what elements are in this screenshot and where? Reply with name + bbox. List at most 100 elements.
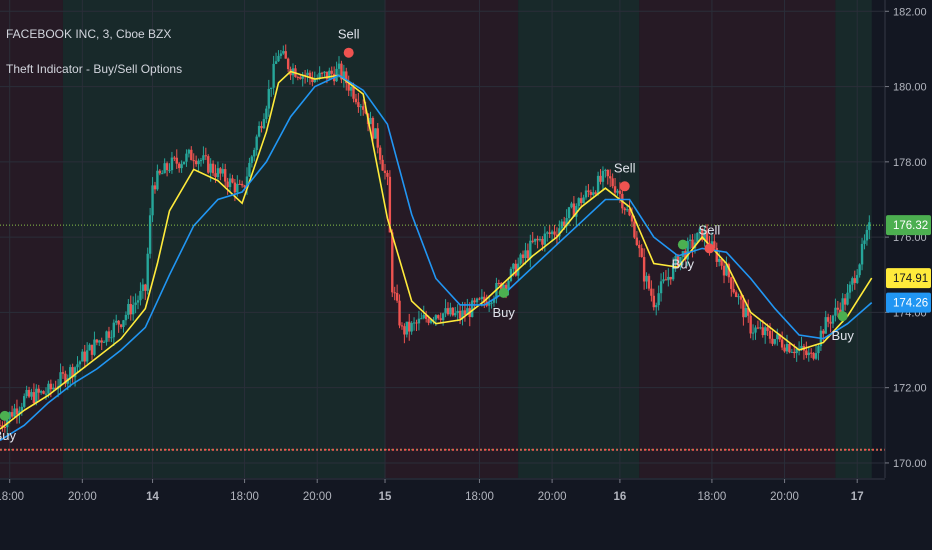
candle-body xyxy=(524,250,527,259)
candle-body xyxy=(320,72,324,74)
candle-body xyxy=(829,321,832,324)
candle-body xyxy=(713,241,716,249)
candle-body xyxy=(599,175,602,182)
candle-body xyxy=(296,76,300,78)
candle-body xyxy=(555,234,559,237)
candle-body xyxy=(345,71,348,84)
candle-body xyxy=(507,280,510,290)
candle-body xyxy=(635,237,639,245)
candle-body xyxy=(15,408,19,415)
candle-body xyxy=(240,183,244,186)
candle-body xyxy=(865,229,869,241)
candle-body xyxy=(47,383,50,394)
candle-body xyxy=(630,215,634,222)
candle-body xyxy=(822,330,825,334)
candle-body xyxy=(754,327,757,333)
candle-body xyxy=(582,197,585,204)
time-axis[interactable]: 18:00 20:00 14 18:00 20:00 15 18:00 20:00 16 18:0… xyxy=(0,478,932,550)
candle-body xyxy=(768,330,772,339)
candle-body xyxy=(52,387,55,390)
candle-body xyxy=(410,323,413,332)
candle-body xyxy=(231,178,234,183)
candle-body xyxy=(805,350,808,356)
candle-body xyxy=(141,284,145,291)
candle-body xyxy=(669,276,672,280)
candle-body xyxy=(383,170,387,173)
candle-body xyxy=(737,296,740,298)
candle-body xyxy=(734,292,738,298)
candle-body xyxy=(223,169,227,182)
candle-body xyxy=(860,243,864,265)
candle-body xyxy=(809,352,813,354)
candle-body xyxy=(826,317,830,322)
slow-ma-line xyxy=(0,74,873,442)
candle-body xyxy=(793,351,796,354)
candle-body xyxy=(667,276,670,281)
candle-body xyxy=(83,351,86,362)
candle-body xyxy=(233,182,237,193)
candle-body xyxy=(783,347,786,352)
candle-body xyxy=(209,163,212,173)
candle-body xyxy=(420,318,423,320)
candle-body xyxy=(727,264,731,278)
candle-body xyxy=(594,192,597,194)
candle-body xyxy=(395,292,399,301)
time-tick-label: 18:00 xyxy=(0,491,24,503)
candle-body xyxy=(388,176,392,233)
candle-body xyxy=(146,253,149,291)
candle-body xyxy=(349,86,353,91)
candle-body xyxy=(267,88,270,109)
last-price-label: 176.32 xyxy=(893,220,928,232)
candle-body xyxy=(364,109,367,114)
candle-body xyxy=(272,63,275,88)
sell-signal-marker xyxy=(343,47,354,58)
candle-body xyxy=(703,232,706,241)
candle-body xyxy=(156,170,159,190)
candle-body xyxy=(313,79,316,83)
candle-body xyxy=(27,389,31,397)
candle-body xyxy=(0,425,2,427)
candle-body xyxy=(238,183,241,185)
price-axis[interactable]: 182.00180.00178.00176.00174.00172.00170.… xyxy=(884,0,932,550)
candle-body xyxy=(23,396,26,407)
symbol-legend[interactable]: FACEBOOK INC, 3, Cboe BZX xyxy=(6,27,172,41)
candle-body xyxy=(37,388,40,393)
candle-body xyxy=(623,208,626,211)
candle-body xyxy=(834,307,837,316)
candle-body xyxy=(546,232,549,234)
candle-body xyxy=(604,169,607,171)
candle-body xyxy=(771,338,774,344)
buy-signal-marker xyxy=(0,410,10,421)
candle-body xyxy=(473,300,476,303)
candle-body xyxy=(136,300,140,303)
candle-body xyxy=(119,324,123,327)
candle-body xyxy=(747,308,750,316)
slow-price-label: 174.26 xyxy=(893,298,928,310)
sell-signal-label: Sell xyxy=(614,160,636,175)
candle-body xyxy=(386,172,389,177)
indicator-legend[interactable]: Theft Indicator - Buy/Sell Options xyxy=(6,62,183,76)
candle-body xyxy=(463,310,467,315)
candle-body xyxy=(134,302,137,305)
price-tick-label: 170.00 xyxy=(893,458,927,470)
candle-body xyxy=(32,392,36,404)
candle-body xyxy=(25,389,28,397)
candle-body xyxy=(286,58,290,70)
candle-body xyxy=(720,258,723,266)
candle-body xyxy=(483,296,486,302)
candle-body xyxy=(470,300,474,317)
candle-body xyxy=(831,315,835,324)
candle-body xyxy=(369,117,372,125)
candle-body xyxy=(601,170,605,182)
candle-body xyxy=(475,298,479,303)
candle-body xyxy=(514,263,517,276)
time-tick-label: 17 xyxy=(851,491,864,503)
time-tick-label: 16 xyxy=(614,491,627,503)
candle-body xyxy=(686,241,689,260)
candle-body xyxy=(54,387,57,390)
candle-body xyxy=(725,264,728,276)
candle-body xyxy=(497,283,501,285)
price-tick-label: 176.00 xyxy=(893,232,927,244)
last-price-label-box xyxy=(886,215,931,236)
